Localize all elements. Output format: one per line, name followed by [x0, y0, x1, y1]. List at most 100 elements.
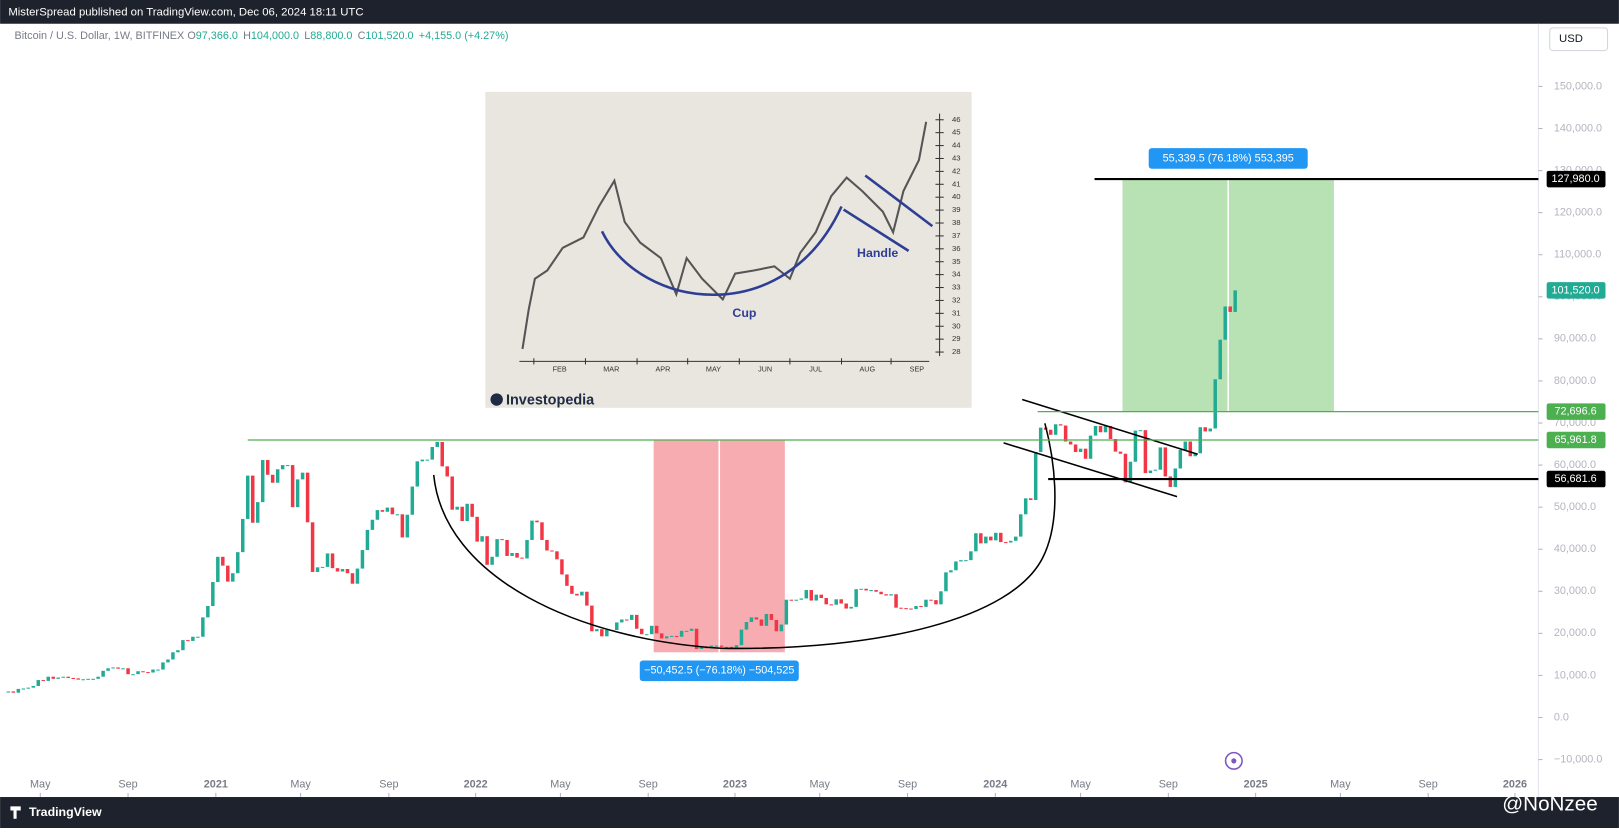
inset-price-label: 28	[952, 347, 961, 356]
candle	[390, 507, 395, 515]
candle	[1113, 438, 1118, 452]
candle	[460, 506, 464, 522]
y-tick-label: 20,000.0	[1554, 627, 1596, 639]
candle	[280, 465, 285, 470]
candle	[1033, 452, 1038, 500]
candle	[56, 677, 60, 679]
candle	[41, 680, 46, 682]
footer-brand: TradingView	[29, 805, 102, 819]
candle	[400, 514, 405, 538]
candle	[206, 606, 210, 618]
ohlc-value: 104,000.0	[251, 30, 299, 42]
candle	[380, 510, 385, 512]
x-tick-label: 2022	[464, 778, 488, 790]
candle	[595, 629, 599, 632]
candle	[370, 519, 375, 530]
candle	[824, 598, 828, 605]
x-tick-label: May	[1070, 778, 1091, 790]
candle	[749, 617, 754, 623]
candle	[490, 556, 494, 565]
candle	[839, 599, 843, 604]
last-price-label: 101,520.0	[1551, 284, 1599, 296]
candle	[560, 559, 564, 575]
x-tick-label: 2021	[204, 778, 228, 790]
candle	[784, 599, 789, 625]
candle	[540, 522, 544, 540]
candle	[769, 614, 774, 620]
candle	[515, 553, 519, 558]
x-tick-label: Sep	[118, 778, 137, 790]
candle	[475, 516, 479, 542]
ai-icon[interactable]	[1224, 751, 1243, 770]
candle	[191, 636, 195, 641]
candle	[570, 585, 574, 594]
candle	[116, 667, 120, 669]
candle	[1213, 379, 1217, 429]
y-tick-label: 140,000.0	[1554, 122, 1602, 134]
y-tick-label: 30,000.0	[1554, 585, 1596, 597]
inset-brand: Investopedia	[506, 392, 595, 408]
inset-image: Cup Handle Investopedia FEB MAR APR MAY JUN J…	[485, 91, 972, 408]
candle	[1004, 542, 1008, 544]
candle	[644, 634, 649, 636]
legend: Bitcoin / U.S. Dollar, 1W, BITFINEX O97,3…	[15, 30, 509, 42]
candle	[924, 599, 928, 607]
inset-price-label: 39	[952, 205, 961, 214]
candle	[186, 640, 190, 642]
candle	[535, 520, 539, 523]
inset-price-label: 31	[952, 308, 961, 317]
candle	[330, 553, 335, 569]
y-tick-label: 90,000.0	[1554, 333, 1596, 345]
candle	[709, 645, 714, 649]
candle	[36, 680, 41, 686]
currency-button[interactable]	[1549, 27, 1609, 52]
candle	[1023, 498, 1028, 515]
candle	[61, 676, 65, 678]
x-tick-label: May	[550, 778, 571, 790]
candle	[325, 553, 330, 567]
candle	[1228, 306, 1232, 312]
ohlc-key: L	[304, 30, 310, 42]
inset-month: SEP	[910, 365, 925, 374]
candle	[241, 518, 245, 553]
inset-price-label: 42	[952, 166, 961, 175]
x-tick-label: Sep	[1419, 778, 1438, 790]
candle	[121, 668, 125, 670]
candle	[315, 567, 320, 572]
candle	[226, 565, 230, 582]
candle	[585, 591, 589, 606]
candle	[435, 441, 439, 447]
last-price-tag	[1546, 282, 1606, 299]
candle	[430, 446, 435, 460]
inset-bg	[485, 91, 972, 408]
candle	[934, 600, 938, 605]
candle	[649, 625, 654, 635]
y-tick-label: 0.0	[1554, 711, 1569, 723]
candle	[969, 551, 973, 561]
channel-line	[1003, 442, 1178, 498]
candle	[849, 606, 853, 609]
candle	[166, 659, 170, 663]
range-label: 55,339.5 (76.18%) 553,395	[1163, 152, 1294, 164]
candle	[335, 568, 340, 572]
candle	[869, 590, 873, 592]
candle	[450, 476, 454, 510]
candle	[1028, 498, 1033, 500]
candle	[659, 633, 664, 639]
level-tag	[1546, 470, 1606, 488]
candle	[236, 552, 240, 574]
candle	[894, 594, 898, 608]
ohlc-value: 101,520.0	[365, 30, 413, 42]
inset-price-label: 33	[952, 283, 961, 292]
candle	[350, 573, 355, 584]
candle	[21, 688, 26, 690]
inset-cup-label: Cup	[732, 306, 756, 320]
candle	[819, 594, 823, 599]
candle	[520, 557, 524, 559]
candle	[495, 539, 499, 557]
candle	[679, 630, 684, 637]
candle	[295, 479, 300, 508]
candle	[919, 606, 923, 608]
candle	[804, 590, 809, 599]
